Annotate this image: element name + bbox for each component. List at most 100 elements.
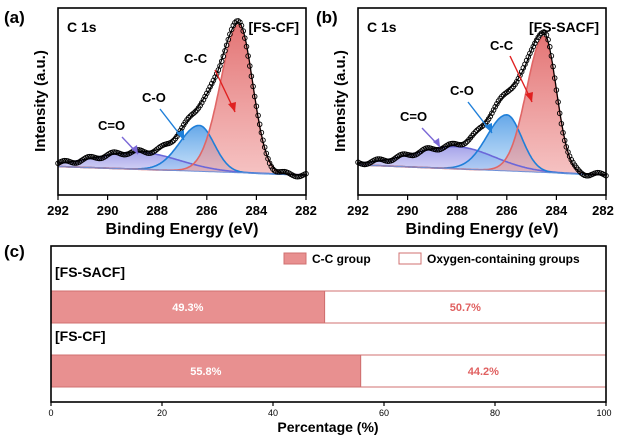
cc-arrow-head <box>228 102 236 112</box>
data-point <box>550 63 556 70</box>
data-point <box>499 93 505 100</box>
co-annotation-label: C-O <box>142 90 166 105</box>
panel-c-xticks: 0 20 40 60 80 100 <box>48 402 612 418</box>
panel-b-xtick-label: 282 <box>592 203 614 218</box>
legend-label-cc: C-C group <box>312 252 371 266</box>
bar-fs-cf-oxygen-segment <box>360 354 607 388</box>
data-point <box>555 99 561 105</box>
data-point <box>561 137 568 144</box>
data-point <box>238 22 245 29</box>
data-point <box>187 113 194 119</box>
data-point <box>237 19 243 25</box>
data-point <box>280 168 286 175</box>
panel-b-xtick-label: 290 <box>397 203 419 218</box>
data-point <box>489 110 495 116</box>
data-point <box>225 36 232 43</box>
legend-swatch-cc <box>283 252 307 265</box>
panel-b-outlines <box>358 31 607 176</box>
legend-label-oxygen: Oxygen-containing groups <box>427 252 580 266</box>
data-point <box>532 40 538 47</box>
data-point <box>247 63 253 69</box>
data-point <box>494 101 500 107</box>
panel-b-xtick-label: 286 <box>496 203 518 218</box>
data-point <box>248 73 255 79</box>
data-point <box>258 129 265 136</box>
panel-b-core-level: C 1s <box>367 19 397 35</box>
panel-a-xtick-label: 284 <box>246 203 268 218</box>
data-point <box>375 156 381 162</box>
panel-c-xtick-label: 60 <box>379 408 389 418</box>
data-point <box>96 155 103 162</box>
bar-label-fs-sacf: [FS-SACF] <box>55 264 125 280</box>
data-point <box>227 31 233 37</box>
data-point <box>245 53 251 59</box>
data-point <box>189 111 195 118</box>
data-point <box>545 36 551 43</box>
panel-b-xtick-label: 284 <box>546 203 568 218</box>
cc-arrow-head <box>525 92 533 102</box>
data-point <box>240 28 246 34</box>
panel-c-bars: 49.3% 50.7% 55.8% 44.2% <box>50 290 607 388</box>
data-point <box>533 37 540 43</box>
bar-fs-sacf-cc-value: 49.3% <box>172 302 203 314</box>
co-arrow-head <box>484 123 492 133</box>
panel-a-label: (a) <box>4 8 25 27</box>
panel-c-xtick-label: 40 <box>268 408 278 418</box>
data-point <box>61 157 68 164</box>
data-point <box>255 112 261 119</box>
data-point <box>197 102 203 109</box>
data-point <box>424 145 431 151</box>
data-point <box>485 116 492 122</box>
bar-fs-cf-oxygen-value: 44.2% <box>468 366 499 378</box>
data-point <box>250 83 256 90</box>
co-arrow-head <box>176 130 184 140</box>
cc-peak-fill <box>58 24 306 175</box>
panel-a-annotations: C-C C-O C=O <box>98 51 236 155</box>
panel-c-label: (c) <box>4 242 25 261</box>
data-point <box>558 120 565 127</box>
data-point <box>86 153 93 160</box>
data-point <box>190 110 197 116</box>
panel-c: (c) C-C group Oxygen-containing groups [… <box>4 242 612 435</box>
data-point <box>568 156 575 163</box>
data-point <box>218 58 225 65</box>
data-point <box>462 140 469 146</box>
data-point <box>551 75 558 81</box>
data-point <box>146 150 152 156</box>
ce-annotation-label: C=O <box>98 118 125 133</box>
data-point <box>487 113 494 120</box>
panel-a-points <box>55 18 309 180</box>
panel-b-xlabel: Binding Energy (eV) <box>406 221 559 238</box>
data-point <box>212 74 218 80</box>
data-point <box>500 92 507 98</box>
background-line <box>58 166 306 176</box>
data-point <box>556 110 563 117</box>
panel-b-xtick-label: 292 <box>347 203 369 218</box>
panel-a-xtick-label: 288 <box>146 203 168 218</box>
data-point <box>217 63 223 69</box>
data-point <box>543 32 550 38</box>
data-point <box>261 144 268 150</box>
data-point <box>548 53 555 59</box>
data-point <box>474 127 480 134</box>
ce-annotation-label: C=O <box>400 109 427 124</box>
ce-arrow-head <box>131 145 138 154</box>
data-point <box>205 87 212 93</box>
panel-a-xlabel: Binding Energy (eV) <box>106 221 259 238</box>
data-point <box>553 87 560 93</box>
panel-b-ylabel: Intensity (a.u.) <box>332 50 349 152</box>
panel-c-xtick-label: 20 <box>157 408 167 418</box>
panel-b-label: (b) <box>316 8 338 27</box>
data-point <box>256 121 263 128</box>
co-annotation-label: C-O <box>450 83 474 98</box>
data-point <box>479 123 485 130</box>
data-point <box>199 99 205 106</box>
panel-c-xtick-label: 0 <box>48 408 53 418</box>
cc-peak-fill <box>358 36 606 176</box>
data-point <box>492 104 498 110</box>
bar-fs-cf-cc-segment <box>50 354 362 388</box>
data-point <box>490 107 497 113</box>
panel-c-frame <box>50 245 607 403</box>
data-point <box>121 151 127 158</box>
bar-fs-cf-cc-value: 55.8% <box>190 366 221 378</box>
